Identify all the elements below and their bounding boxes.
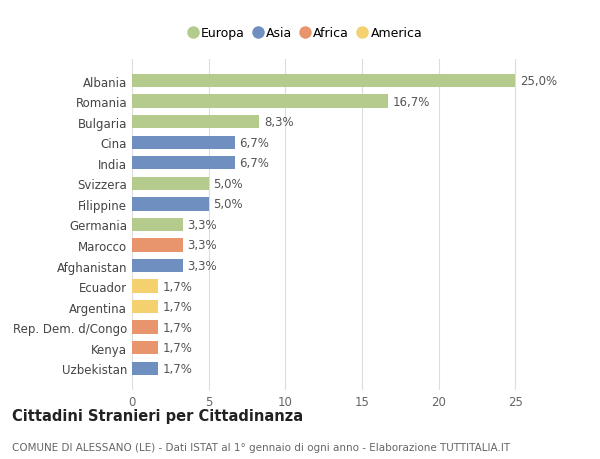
- Text: COMUNE DI ALESSANO (LE) - Dati ISTAT al 1° gennaio di ogni anno - Elaborazione T: COMUNE DI ALESSANO (LE) - Dati ISTAT al …: [12, 442, 510, 452]
- Bar: [132, 75, 515, 88]
- Bar: [132, 239, 182, 252]
- Text: Cittadini Stranieri per Cittadinanza: Cittadini Stranieri per Cittadinanza: [12, 408, 303, 423]
- Bar: [132, 280, 158, 293]
- Bar: [132, 341, 158, 355]
- Bar: [132, 321, 158, 334]
- Text: 1,7%: 1,7%: [163, 341, 193, 354]
- Legend: Europa, Asia, Africa, America: Europa, Asia, Africa, America: [186, 23, 426, 44]
- Text: 1,7%: 1,7%: [163, 280, 193, 293]
- Bar: [132, 177, 209, 190]
- Text: 8,3%: 8,3%: [264, 116, 293, 129]
- Text: 5,0%: 5,0%: [213, 178, 243, 190]
- Text: 3,3%: 3,3%: [187, 218, 217, 231]
- Bar: [132, 362, 158, 375]
- Text: 3,3%: 3,3%: [187, 239, 217, 252]
- Bar: [132, 259, 182, 273]
- Bar: [132, 157, 235, 170]
- Text: 16,7%: 16,7%: [392, 95, 430, 108]
- Bar: [132, 136, 235, 150]
- Text: 25,0%: 25,0%: [520, 75, 557, 88]
- Text: 6,7%: 6,7%: [239, 136, 269, 149]
- Text: 1,7%: 1,7%: [163, 362, 193, 375]
- Text: 6,7%: 6,7%: [239, 157, 269, 170]
- Bar: [132, 218, 182, 232]
- Bar: [132, 300, 158, 313]
- Bar: [132, 95, 388, 108]
- Bar: [132, 116, 259, 129]
- Text: 1,7%: 1,7%: [163, 321, 193, 334]
- Bar: [132, 198, 209, 211]
- Text: 1,7%: 1,7%: [163, 301, 193, 313]
- Text: 3,3%: 3,3%: [187, 259, 217, 272]
- Text: 5,0%: 5,0%: [213, 198, 243, 211]
